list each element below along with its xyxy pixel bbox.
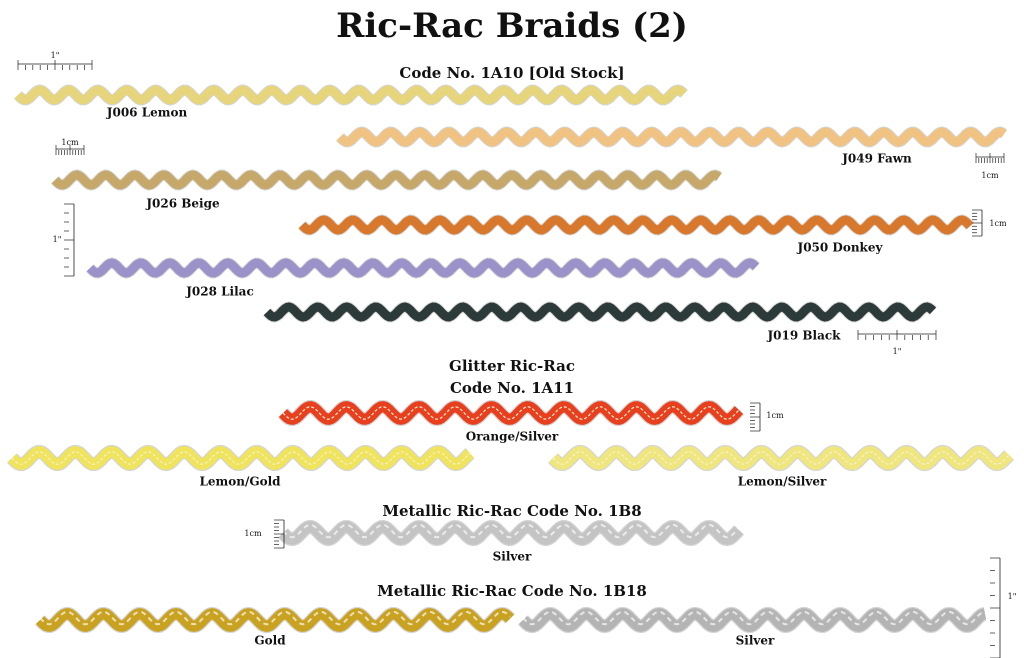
- braid: [518, 608, 987, 632]
- section-heading: Metallic Ric-Rac Code No. 1B18: [377, 582, 647, 600]
- item-label: Lemon/Silver: [738, 475, 827, 489]
- braid: [298, 215, 974, 235]
- item-label: J019 Black: [766, 329, 841, 343]
- scale-label: 1cm: [244, 529, 262, 538]
- section-heading: Code No. 1A10 [Old Stock]: [399, 64, 624, 82]
- scale-label: 1cm: [766, 411, 784, 420]
- item-label: J006 Lemon: [106, 106, 188, 120]
- braid: [278, 521, 744, 545]
- item-label: Silver: [736, 634, 775, 648]
- scale-label: 1cm: [989, 219, 1007, 228]
- scale-label: 1cm: [981, 171, 999, 180]
- section-heading: Glitter Ric-Rac: [449, 357, 575, 375]
- item-label: J049 Fawn: [841, 152, 912, 166]
- braid: [14, 85, 688, 105]
- page-title: Ric-Rac Braids (2): [336, 6, 688, 46]
- item-label: Silver: [493, 550, 532, 564]
- section-heading: Metallic Ric-Rac Code No. 1B8: [382, 502, 641, 520]
- braid-glitter: [282, 406, 740, 420]
- item-label: J028 Lilac: [185, 285, 254, 299]
- braid-sheen: [522, 610, 986, 626]
- braid: [86, 258, 760, 278]
- item-label: Gold: [254, 634, 286, 648]
- scale-label: 1": [893, 347, 902, 356]
- braid-sheen: [282, 523, 740, 539]
- item-label: J026 Beige: [145, 197, 220, 211]
- scale-label: 1cm: [61, 138, 79, 147]
- braid-glitter: [11, 451, 471, 465]
- braid-sheen: [39, 610, 511, 626]
- scale-label: 1": [1008, 592, 1017, 601]
- item-label: J050 Donkey: [797, 241, 884, 255]
- braid: [336, 127, 1007, 147]
- scale-label: 1": [51, 51, 60, 60]
- item-label: Lemon/Gold: [199, 475, 281, 489]
- scale-label: 1": [53, 235, 62, 244]
- item-label: Orange/Silver: [466, 430, 559, 444]
- braid: [51, 170, 722, 190]
- section-heading: Code No. 1A11: [450, 379, 574, 397]
- braid-glitter: [552, 451, 1010, 465]
- braid: [35, 608, 514, 632]
- braid: [263, 302, 937, 322]
